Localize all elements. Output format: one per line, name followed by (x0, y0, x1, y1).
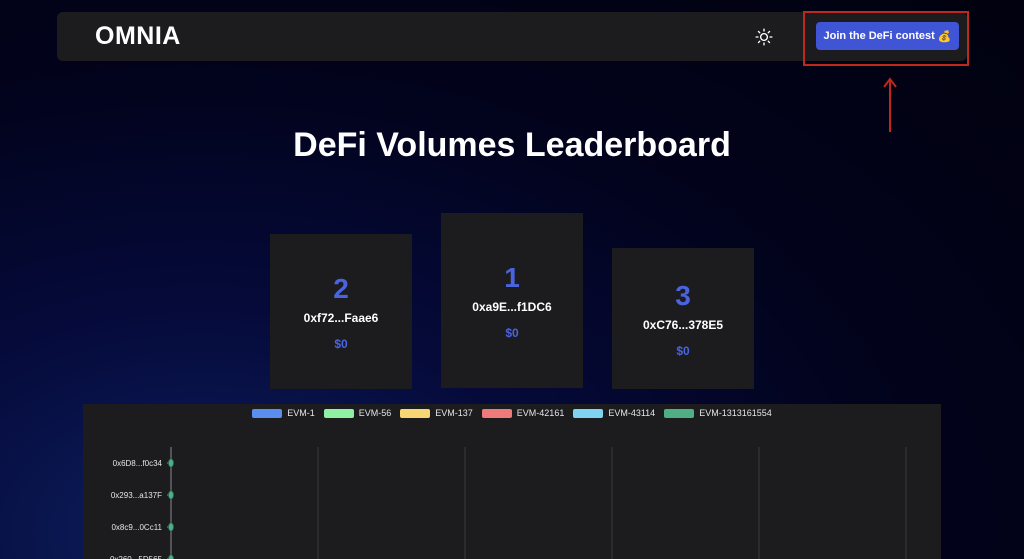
legend-swatch (400, 408, 431, 418)
legend-item[interactable]: EVM-1 (252, 408, 315, 418)
y-tick-label: 0x8c9...0Cc11 (111, 523, 162, 532)
legend-label: EVM-42161 (516, 408, 565, 418)
navbar: OMNIA Join the DeFi contest 💰 (57, 12, 967, 61)
podium-address: 0xf72...Faae6 (303, 310, 379, 325)
podium-third: 3 0xC76...378E5 $0 (612, 248, 754, 389)
legend-item[interactable]: EVM-42161 (481, 408, 565, 418)
podium-amount: $0 (334, 336, 348, 351)
theme-toggle-button[interactable] (753, 26, 775, 48)
chart-plot: 0x6D8...f0c34 0x293...a137F 0x8c9...0Cc11 0… (110, 447, 907, 559)
podium-address: 0xa9E...f1DC6 (472, 299, 552, 314)
legend-label: EVM-137 (435, 408, 473, 418)
podium-rank: 3 (675, 279, 691, 311)
join-contest-button[interactable]: Join the DeFi contest 💰 (816, 22, 959, 50)
join-contest-label: Join the DeFi contest (823, 30, 935, 42)
bar-marker[interactable] (168, 522, 174, 532)
legend-swatch (481, 408, 512, 418)
legend-swatch (323, 408, 354, 418)
legend-swatch (252, 408, 283, 418)
legend-swatch (664, 408, 695, 418)
bar-marker[interactable] (168, 554, 174, 559)
money-bag-icon: 💰 (937, 30, 952, 43)
podium-amount: $0 (676, 343, 690, 358)
legend-swatch (573, 408, 604, 418)
bar-marker[interactable] (168, 490, 174, 500)
legend-item[interactable]: EVM-56 (323, 408, 392, 418)
podium-amount: $0 (505, 325, 519, 340)
podium-address: 0xC76...378E5 (642, 317, 724, 332)
volume-chart: EVM-1 EVM-56 EVM-137 EVM-42161 EVM-43114 EVM-… (83, 404, 941, 559)
y-tick-label: 0x260...5D565 (110, 555, 163, 559)
sun-icon (755, 28, 773, 46)
legend-item[interactable]: EVM-43114 (573, 408, 655, 418)
y-tick-label: 0x6D8...f0c34 (113, 459, 163, 468)
page-title: DeFi Volumes Leaderboard (293, 126, 731, 164)
podium-rank: 1 (504, 261, 520, 293)
y-tick-label: 0x293...a137F (111, 491, 162, 500)
chart-legend: EVM-1 EVM-56 EVM-137 EVM-42161 EVM-43114 EVM-… (83, 408, 941, 418)
podium-first: 1 0xa9E...f1DC6 $0 (441, 213, 583, 388)
bar-marker[interactable] (168, 458, 174, 468)
legend-item[interactable]: EVM-137 (400, 408, 473, 418)
podium-rank: 2 (333, 272, 349, 304)
podium-second: 2 0xf72...Faae6 $0 (270, 234, 412, 389)
legend-label: EVM-56 (358, 408, 392, 418)
legend-label: EVM-43114 (608, 408, 656, 418)
legend-label: EVM-1 (287, 408, 315, 418)
legend-label: EVM-1313161554 (699, 408, 772, 418)
logo[interactable]: OMNIA (95, 22, 181, 50)
arrow-up-icon (883, 77, 897, 132)
legend-item[interactable]: EVM-1313161554 (664, 408, 772, 418)
